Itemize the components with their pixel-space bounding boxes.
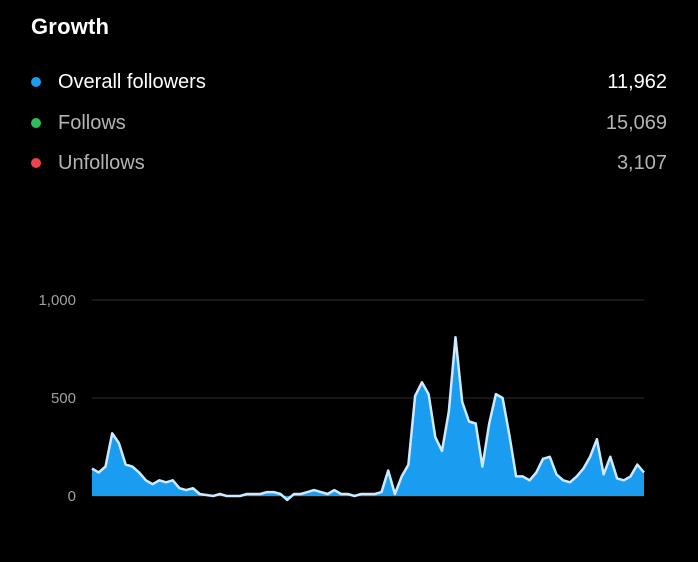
- y-tick-label: 500: [51, 390, 76, 407]
- metric-label: Unfollows: [58, 151, 145, 174]
- metric-row-overall-followers[interactable]: Overall followers 11,962: [31, 67, 667, 97]
- metric-label: Follows: [58, 111, 126, 134]
- unfollows-dot-icon: [31, 158, 41, 168]
- area-series-fill: [92, 337, 644, 500]
- growth-chart-svg: 0 500 1,000: [38, 292, 645, 505]
- overall-followers-dot-icon: [31, 77, 41, 87]
- follows-dot-icon: [31, 118, 41, 128]
- metric-label: Overall followers: [58, 70, 206, 93]
- metric-row-unfollows[interactable]: Unfollows 3,107: [31, 148, 667, 178]
- metric-value: 11,962: [607, 70, 667, 93]
- metric-row-follows[interactable]: Follows 15,069: [31, 108, 667, 138]
- area-series-line: [91, 335, 645, 502]
- section-title: Growth: [31, 14, 110, 39]
- y-tick-label: 1,000: [38, 292, 76, 309]
- y-tick-label: 0: [68, 488, 76, 505]
- metric-value: 15,069: [605, 111, 667, 134]
- growth-chart[interactable]: 0 500 1,000: [0, 280, 698, 520]
- metric-value: 3,107: [616, 151, 667, 174]
